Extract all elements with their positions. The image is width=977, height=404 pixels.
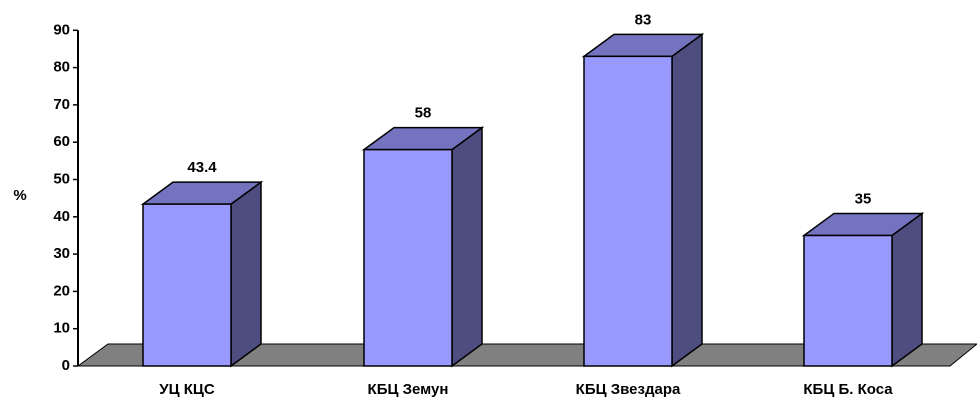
y-tick-label: 60 [53,133,70,150]
bar-front [363,148,453,367]
bar-side [671,32,703,368]
bar [140,180,264,368]
y-axis-label: % [13,187,26,204]
y-tick-label: 90 [53,21,70,38]
y-tick-label: 70 [53,96,70,113]
x-tick-label: КБЦ Земун [368,381,449,398]
bar [361,126,485,368]
bar-front [803,234,893,367]
y-tick-label: 10 [53,320,70,337]
bar-side [230,180,262,368]
bar-side [891,211,923,368]
y-tick-label: 40 [53,208,70,225]
bar [581,32,705,368]
bar-front [142,203,232,367]
bar-front [583,55,673,367]
y-tick-label: 0 [62,357,70,374]
y-tick-label: 50 [53,170,70,187]
y-tick-label: 20 [53,282,70,299]
x-tick-label: КБЦ Звездара [576,381,681,398]
value-label: 58 [415,105,432,122]
y-tick-label: 80 [53,59,70,76]
y-tick-label: 30 [53,245,70,262]
value-label: 83 [635,11,652,28]
x-tick-label: УЦ КЦС [159,381,215,398]
bar-side [451,126,483,368]
x-tick-label: КБЦ Б. Коса [803,381,893,398]
value-label: 35 [855,190,872,207]
bar [801,211,925,368]
value-label: 43.4 [187,159,217,176]
